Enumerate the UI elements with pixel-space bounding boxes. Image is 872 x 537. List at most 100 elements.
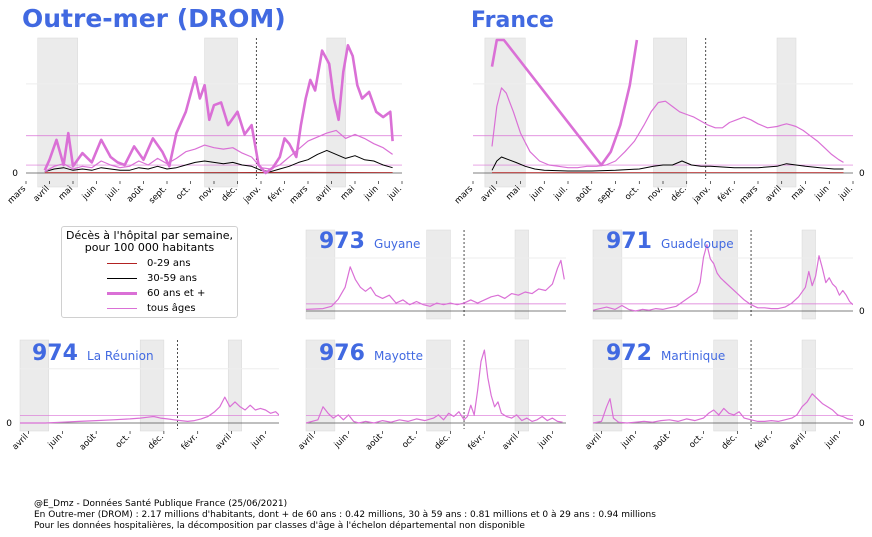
x-tick-label: juil. (552, 184, 571, 203)
y-tick-label: 0 (859, 419, 865, 429)
series-line-60-ans-et- (43, 43, 394, 175)
x-tick-label: déc. (145, 431, 166, 452)
dept-code: 976 (319, 341, 365, 366)
x-tick-label: août (573, 184, 594, 205)
x-tick-label: avril (583, 432, 603, 452)
shaded-period (713, 339, 738, 432)
series-line-tous-ges (491, 87, 844, 169)
dept-label-mayotte: 976 Mayotte (319, 341, 423, 366)
dept-label-guyane: 973 Guyane (319, 229, 420, 254)
x-tick-label: juin (823, 432, 842, 451)
shaded-period (801, 229, 816, 320)
legend-swatch (107, 292, 137, 295)
legend-label: 30-59 ans (147, 273, 197, 284)
x-tick-label: sept. (147, 184, 169, 206)
shaded-period (139, 339, 165, 432)
dept-label-reunion: 974 La Réunion (32, 341, 154, 366)
x-tick-label: juin (80, 184, 99, 203)
y-tick-label: 0 (859, 307, 865, 317)
x-tick-label: juil. (386, 184, 405, 203)
chart-panel-2 (305, 229, 566, 320)
x-tick-label: juin (362, 184, 381, 203)
dept-label-guadeloupe: 971 Guadeloupe (606, 229, 734, 254)
x-tick-label: avril (214, 432, 234, 452)
dept-name: Guyane (374, 237, 421, 251)
legend-title: Décès à l'hôpital par semaine, pour 100 … (62, 230, 237, 254)
x-tick-label: juin (528, 184, 547, 203)
series-line-30-59-ans (491, 156, 844, 172)
legend-swatch (107, 308, 137, 309)
series-line-tous-ges (593, 244, 853, 312)
series-line-60-ans-et- (490, 38, 639, 167)
x-tick-label: déc. (719, 431, 740, 452)
x-tick-label: avril (296, 432, 316, 452)
x-tick-label: oct. (400, 432, 418, 450)
x-tick-label: juin (536, 432, 555, 451)
legend-item-60-plus: 60 ans et + (62, 287, 237, 301)
footer-population: En Outre-mer (DROM) : 2.17 millions d'ha… (34, 510, 656, 520)
x-tick-label: juin (46, 432, 65, 451)
x-tick-label: févr. (466, 431, 487, 452)
x-tick-label: sept. (596, 184, 618, 206)
x-tick-label: juin (249, 432, 268, 451)
x-tick-label: janv. (691, 184, 713, 206)
legend-item-0-29: 0-29 ans (62, 257, 237, 271)
dept-code: 974 (32, 341, 78, 366)
series-line-tous-ges (306, 349, 563, 424)
footer-source: @E_Dmz - Données Santé Publique France (… (34, 499, 288, 509)
y-tick-label: 0 (6, 419, 12, 429)
chart-panel-4: 0 avril juin août oct. déc. févr. avril juin (6, 339, 279, 453)
x-tick-label: avril (10, 432, 30, 452)
legend-item-30-59: 30-59 ans (62, 272, 237, 286)
legend: Décès à l'hôpital par semaine, pour 100 … (61, 226, 238, 318)
legend-swatch (107, 263, 137, 264)
dept-code: 971 (606, 229, 652, 254)
shaded-period (514, 229, 529, 320)
x-tick-label: mars (738, 184, 761, 207)
x-tick-label: août (125, 184, 146, 205)
shaded-period (713, 229, 738, 320)
series-line-tous-ges (306, 259, 565, 310)
dept-name: Martinique (661, 349, 726, 363)
y-tick-label: 0 (859, 169, 865, 179)
shaded-period (426, 339, 451, 432)
x-tick-label: mars (288, 184, 311, 207)
x-tick-label: mars (453, 184, 476, 207)
x-tick-label: févr. (266, 183, 287, 204)
x-tick-label: juil. (104, 184, 123, 203)
x-tick-label: juil. (837, 184, 856, 203)
shaded-period (227, 339, 243, 432)
shaded-period (426, 229, 451, 320)
x-tick-label: oct. (114, 432, 132, 450)
legend-swatch (107, 278, 137, 279)
x-tick-label: déc. (432, 431, 453, 452)
dept-name: Mayotte (374, 349, 423, 363)
chart-title-drom: Outre-mer (DROM) (22, 4, 286, 33)
dept-code: 972 (606, 341, 652, 366)
series-line-30-59-ans (44, 149, 393, 173)
y-tick-label: 0 (12, 169, 18, 179)
chart-panel-3: 0 (592, 229, 865, 320)
x-tick-label: juin (813, 184, 832, 203)
shaded-period (776, 37, 797, 188)
series-line-tous-ges (44, 129, 393, 173)
chart-title-france: France (471, 8, 554, 33)
dept-name: La Réunion (87, 349, 154, 363)
x-tick-label: août (651, 432, 672, 453)
x-tick-label: avril (500, 432, 520, 452)
shaded-period (37, 37, 78, 188)
legend-label: 60 ans et + (147, 288, 206, 299)
legend-title-line1: Décès à l'hôpital par semaine, (66, 229, 233, 242)
series-line-tous-ges (20, 396, 279, 424)
x-tick-label: avril (787, 432, 807, 452)
x-tick-label: oct. (623, 184, 641, 202)
dept-label-martinique: 972 Martinique (606, 341, 725, 366)
footer-note: Pour les données hospitalières, la décom… (34, 521, 525, 531)
x-tick-label: mars (6, 184, 29, 207)
x-tick-label: oct. (174, 184, 192, 202)
x-tick-label: janv. (241, 184, 263, 206)
x-tick-label: juin (332, 432, 351, 451)
